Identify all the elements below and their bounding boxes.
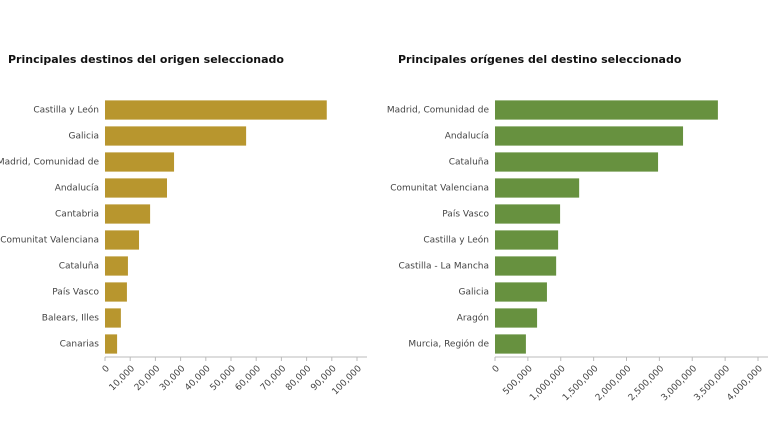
y-tick-label: Cataluña bbox=[449, 158, 489, 168]
bar bbox=[105, 152, 175, 172]
y-tick-label: Canarias bbox=[60, 340, 100, 350]
bar bbox=[495, 230, 559, 250]
bar bbox=[105, 178, 167, 198]
y-tick-label: País Vasco bbox=[52, 288, 99, 298]
y-tick-label: Cataluña bbox=[59, 262, 99, 272]
bar bbox=[105, 100, 327, 120]
x-tick-label: 30,000 bbox=[158, 364, 188, 394]
x-tick-label: 50,000 bbox=[209, 364, 239, 394]
bar bbox=[495, 100, 718, 120]
x-tick-label: 4,000,000 bbox=[725, 364, 765, 404]
y-tick-label: Aragón bbox=[457, 313, 489, 324]
y-tick-label: Andalucía bbox=[445, 132, 489, 142]
bar bbox=[105, 126, 247, 146]
x-tick-label: 20,000 bbox=[133, 364, 163, 394]
bar bbox=[495, 126, 684, 146]
y-tick-label: Cantabria bbox=[55, 210, 99, 220]
y-tick-label: Madrid, Comunidad de bbox=[0, 158, 99, 168]
bar bbox=[105, 334, 118, 354]
x-tick-label: 80,000 bbox=[284, 364, 314, 394]
bar bbox=[495, 204, 561, 224]
x-tick-label: 10,000 bbox=[108, 364, 138, 394]
x-tick-label: 70,000 bbox=[259, 364, 289, 394]
bar bbox=[105, 256, 128, 276]
bar bbox=[495, 308, 538, 328]
bar bbox=[495, 256, 557, 276]
bar bbox=[105, 282, 127, 302]
chart-title: Principales orígenes del destino selecci… bbox=[398, 53, 682, 66]
x-tick-label: 60,000 bbox=[234, 364, 264, 394]
y-tick-label: Murcia, Región de bbox=[408, 339, 489, 350]
y-tick-label: Castilla y León bbox=[33, 105, 99, 116]
y-tick-label: Castilla y León bbox=[423, 235, 489, 246]
bar bbox=[495, 178, 580, 198]
x-tick-label: 40,000 bbox=[183, 364, 213, 394]
y-tick-label: Balears, Illes bbox=[42, 314, 100, 324]
y-tick-label: País Vasco bbox=[442, 210, 489, 220]
y-tick-label: Comunitat Valenciana bbox=[0, 236, 99, 246]
bar bbox=[495, 282, 547, 302]
y-tick-label: Galicia bbox=[459, 288, 489, 298]
y-tick-label: Madrid, Comunidad de bbox=[387, 106, 490, 116]
y-tick-label: Comunitat Valenciana bbox=[390, 184, 489, 194]
bar bbox=[105, 230, 140, 250]
bar bbox=[495, 152, 659, 172]
x-tick-label: 0 bbox=[101, 364, 112, 375]
chart-title: Principales destinos del origen seleccio… bbox=[8, 53, 284, 66]
x-tick-label: 500,000 bbox=[501, 364, 535, 398]
y-tick-label: Castilla - La Mancha bbox=[398, 262, 489, 272]
bar bbox=[105, 204, 151, 224]
x-tick-label: 0 bbox=[491, 364, 502, 375]
y-tick-label: Andalucía bbox=[55, 184, 99, 194]
y-tick-label: Galicia bbox=[69, 132, 99, 142]
bar bbox=[495, 334, 526, 354]
bar bbox=[105, 308, 121, 328]
